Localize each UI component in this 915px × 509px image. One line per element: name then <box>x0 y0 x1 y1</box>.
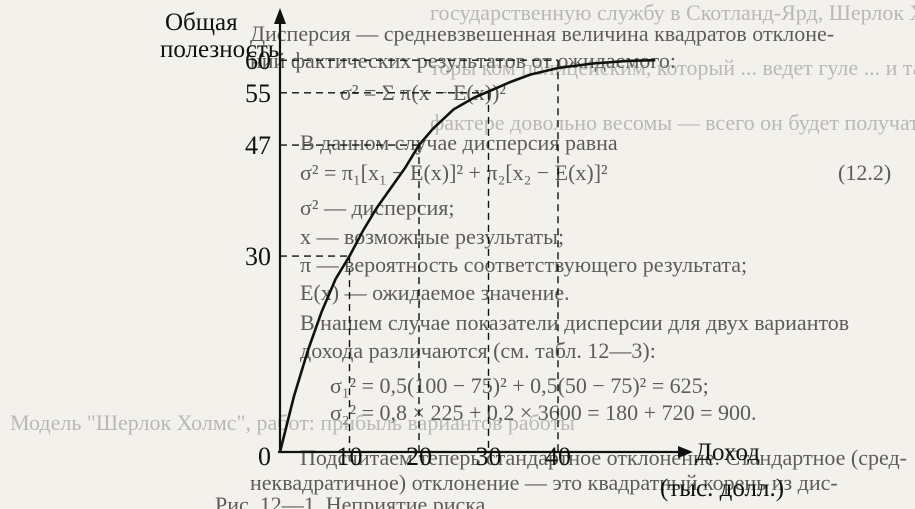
bg-line: торы ком полицейским, который ... ведет … <box>430 55 915 80</box>
tick-labels: 10 20 30 40 30 47 55 60 <box>245 46 571 471</box>
axes: 0 <box>258 8 693 471</box>
bg-line: σ₁² = 0,5(100 − 75)² + 0,5(50 − 75)² = 6… <box>330 373 709 398</box>
bg-line: x — возможные результаты; <box>300 224 564 249</box>
bg-line: Модель "Шерлок Холмс", работ: прибыль ва… <box>10 410 575 435</box>
x-tick-label: 20 <box>406 442 432 471</box>
y-tick-label: 47 <box>245 131 271 160</box>
bg-line: В нашем случае показатели дисперсии для … <box>300 310 849 335</box>
axis-titles: Общая полезность Доход (тыс. долл.) <box>160 9 784 502</box>
y-tick-label: 60 <box>245 46 271 75</box>
utility-curve-layer <box>278 58 656 453</box>
bg-line: (12.2) <box>838 160 891 185</box>
y-tick-label: 30 <box>245 242 271 271</box>
y-axis-arrow-icon <box>274 8 286 24</box>
x-tick-label: 40 <box>545 442 571 471</box>
bg-line: Рис. 12—1. Неприятие риска <box>215 492 486 509</box>
x-tick-label: 30 <box>476 442 502 471</box>
guide-lines <box>280 59 559 452</box>
bg-line: Подсчитаем теперь стандартное отклонение… <box>300 445 907 470</box>
bg-line: государственную службу в Скотланд-Ярд, Ш… <box>430 0 915 25</box>
x-axis-unit: (тыс. долл.) <box>660 475 784 502</box>
x-axis-arrow-icon <box>678 446 693 458</box>
utility-curve <box>278 58 656 453</box>
x-axis-title: Доход <box>695 439 760 466</box>
bg-line: В данном случае дисперсия равна <box>300 130 618 155</box>
bg-line: σ² = π₁[x₁ − E(x)]² + π₂[x₂ − E(x)]² <box>300 160 608 185</box>
bg-line: дохода различаются (см. табл. 12—3): <box>300 338 656 363</box>
bg-line: E(x) — ожидаемое значение. <box>300 280 570 305</box>
bg-line: π — вероятность соответствующего результ… <box>300 252 747 277</box>
y-axis-title-line2: полезность <box>160 36 279 63</box>
background-text: государственную службу в Скотланд-Ярд, Ш… <box>10 0 915 509</box>
origin-label: 0 <box>258 442 271 471</box>
y-tick-label: 55 <box>245 79 271 108</box>
x-tick-label: 10 <box>337 442 363 471</box>
bg-line: Дисперсия — средневзвешенная величина кв… <box>250 21 834 46</box>
bg-line: фактере довольно весомы — всего он будет… <box>430 110 915 135</box>
y-axis-title-line1: Общая <box>165 9 238 36</box>
bg-line: σ₂² = 0,8 × 225 + 0,2 × 3600 = 180 + 720… <box>330 400 756 425</box>
bg-line: неквадратичное) отклонение — это квадрат… <box>250 470 838 495</box>
